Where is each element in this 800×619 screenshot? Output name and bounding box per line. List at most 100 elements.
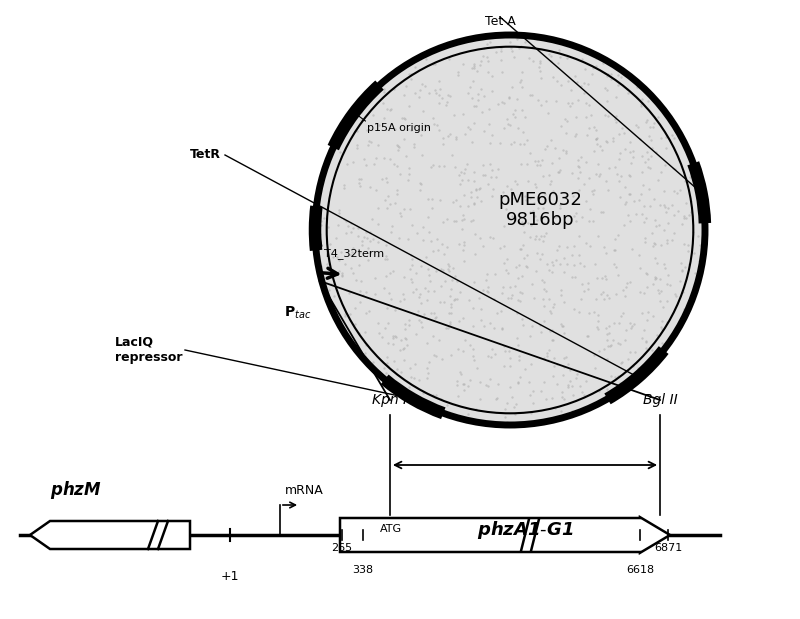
Point xyxy=(601,353,614,363)
Point xyxy=(457,379,470,389)
Point xyxy=(342,288,355,298)
Point xyxy=(559,352,572,362)
Point xyxy=(638,201,650,210)
Point xyxy=(405,74,418,84)
Point xyxy=(442,131,454,141)
Point xyxy=(458,379,470,389)
Point xyxy=(380,251,393,261)
Point xyxy=(354,106,367,116)
Point xyxy=(534,160,546,170)
Point xyxy=(498,258,510,268)
Point xyxy=(582,100,595,110)
Point xyxy=(620,325,633,335)
Point xyxy=(649,240,662,249)
Point xyxy=(403,163,416,173)
Point xyxy=(642,184,655,194)
Point xyxy=(332,205,345,215)
Point xyxy=(509,409,522,419)
Point xyxy=(678,304,690,314)
Point xyxy=(532,95,545,105)
Point xyxy=(538,219,550,228)
Point xyxy=(381,361,394,371)
Point xyxy=(371,251,384,261)
Point xyxy=(497,341,510,351)
Point xyxy=(550,358,563,368)
Point xyxy=(452,391,465,401)
Point xyxy=(385,73,398,83)
Point xyxy=(638,288,651,298)
Point xyxy=(528,211,541,221)
Point xyxy=(622,88,634,98)
Point xyxy=(517,227,530,237)
Point xyxy=(472,293,485,303)
Point xyxy=(433,335,446,345)
Point xyxy=(580,98,593,108)
Point xyxy=(384,199,397,209)
Point xyxy=(443,90,456,100)
Point xyxy=(601,290,614,300)
Point xyxy=(636,151,649,161)
Point xyxy=(521,136,534,145)
Point xyxy=(545,393,558,403)
Point xyxy=(600,322,613,332)
Point xyxy=(528,179,541,189)
Point xyxy=(613,129,626,139)
Point xyxy=(468,199,481,209)
Point xyxy=(486,184,499,194)
Point xyxy=(609,245,622,255)
Point xyxy=(486,71,498,80)
Point xyxy=(511,378,524,388)
Point xyxy=(498,241,510,251)
Point xyxy=(483,158,496,168)
Point xyxy=(482,178,494,188)
Point xyxy=(514,139,526,149)
Point xyxy=(518,191,531,201)
Point xyxy=(612,338,625,348)
Point xyxy=(335,271,348,281)
Point xyxy=(540,96,553,106)
Point xyxy=(428,350,441,360)
Point xyxy=(520,196,533,206)
Point xyxy=(398,294,411,304)
Point xyxy=(400,334,413,344)
Point xyxy=(536,236,549,246)
Point xyxy=(687,248,700,258)
Point xyxy=(407,121,420,131)
Point xyxy=(398,324,411,334)
Point xyxy=(470,184,482,194)
Point xyxy=(558,353,570,363)
Point xyxy=(610,289,622,299)
Point xyxy=(583,241,596,251)
Point xyxy=(627,319,640,329)
Point xyxy=(518,37,531,47)
Point xyxy=(633,195,646,205)
Point xyxy=(515,314,528,324)
Point xyxy=(604,341,617,351)
Point xyxy=(384,154,397,164)
Point xyxy=(412,316,425,326)
Point xyxy=(388,84,401,94)
Point xyxy=(524,233,537,243)
Point xyxy=(480,286,493,296)
Point xyxy=(416,322,429,332)
Point xyxy=(462,409,475,419)
Point xyxy=(442,261,455,271)
Point xyxy=(559,145,572,155)
Point xyxy=(470,404,482,414)
Point xyxy=(397,344,410,354)
Point xyxy=(670,290,682,300)
Point xyxy=(530,248,543,258)
Point xyxy=(345,262,358,272)
Point xyxy=(392,145,405,155)
Point xyxy=(382,191,395,201)
Point xyxy=(571,77,584,87)
Point xyxy=(622,376,634,386)
Point xyxy=(476,170,489,180)
Point xyxy=(384,269,397,279)
Point xyxy=(544,176,557,186)
Point xyxy=(666,131,678,141)
Point xyxy=(525,408,538,418)
Point xyxy=(446,150,458,160)
Point xyxy=(440,400,453,410)
Point xyxy=(354,247,366,257)
